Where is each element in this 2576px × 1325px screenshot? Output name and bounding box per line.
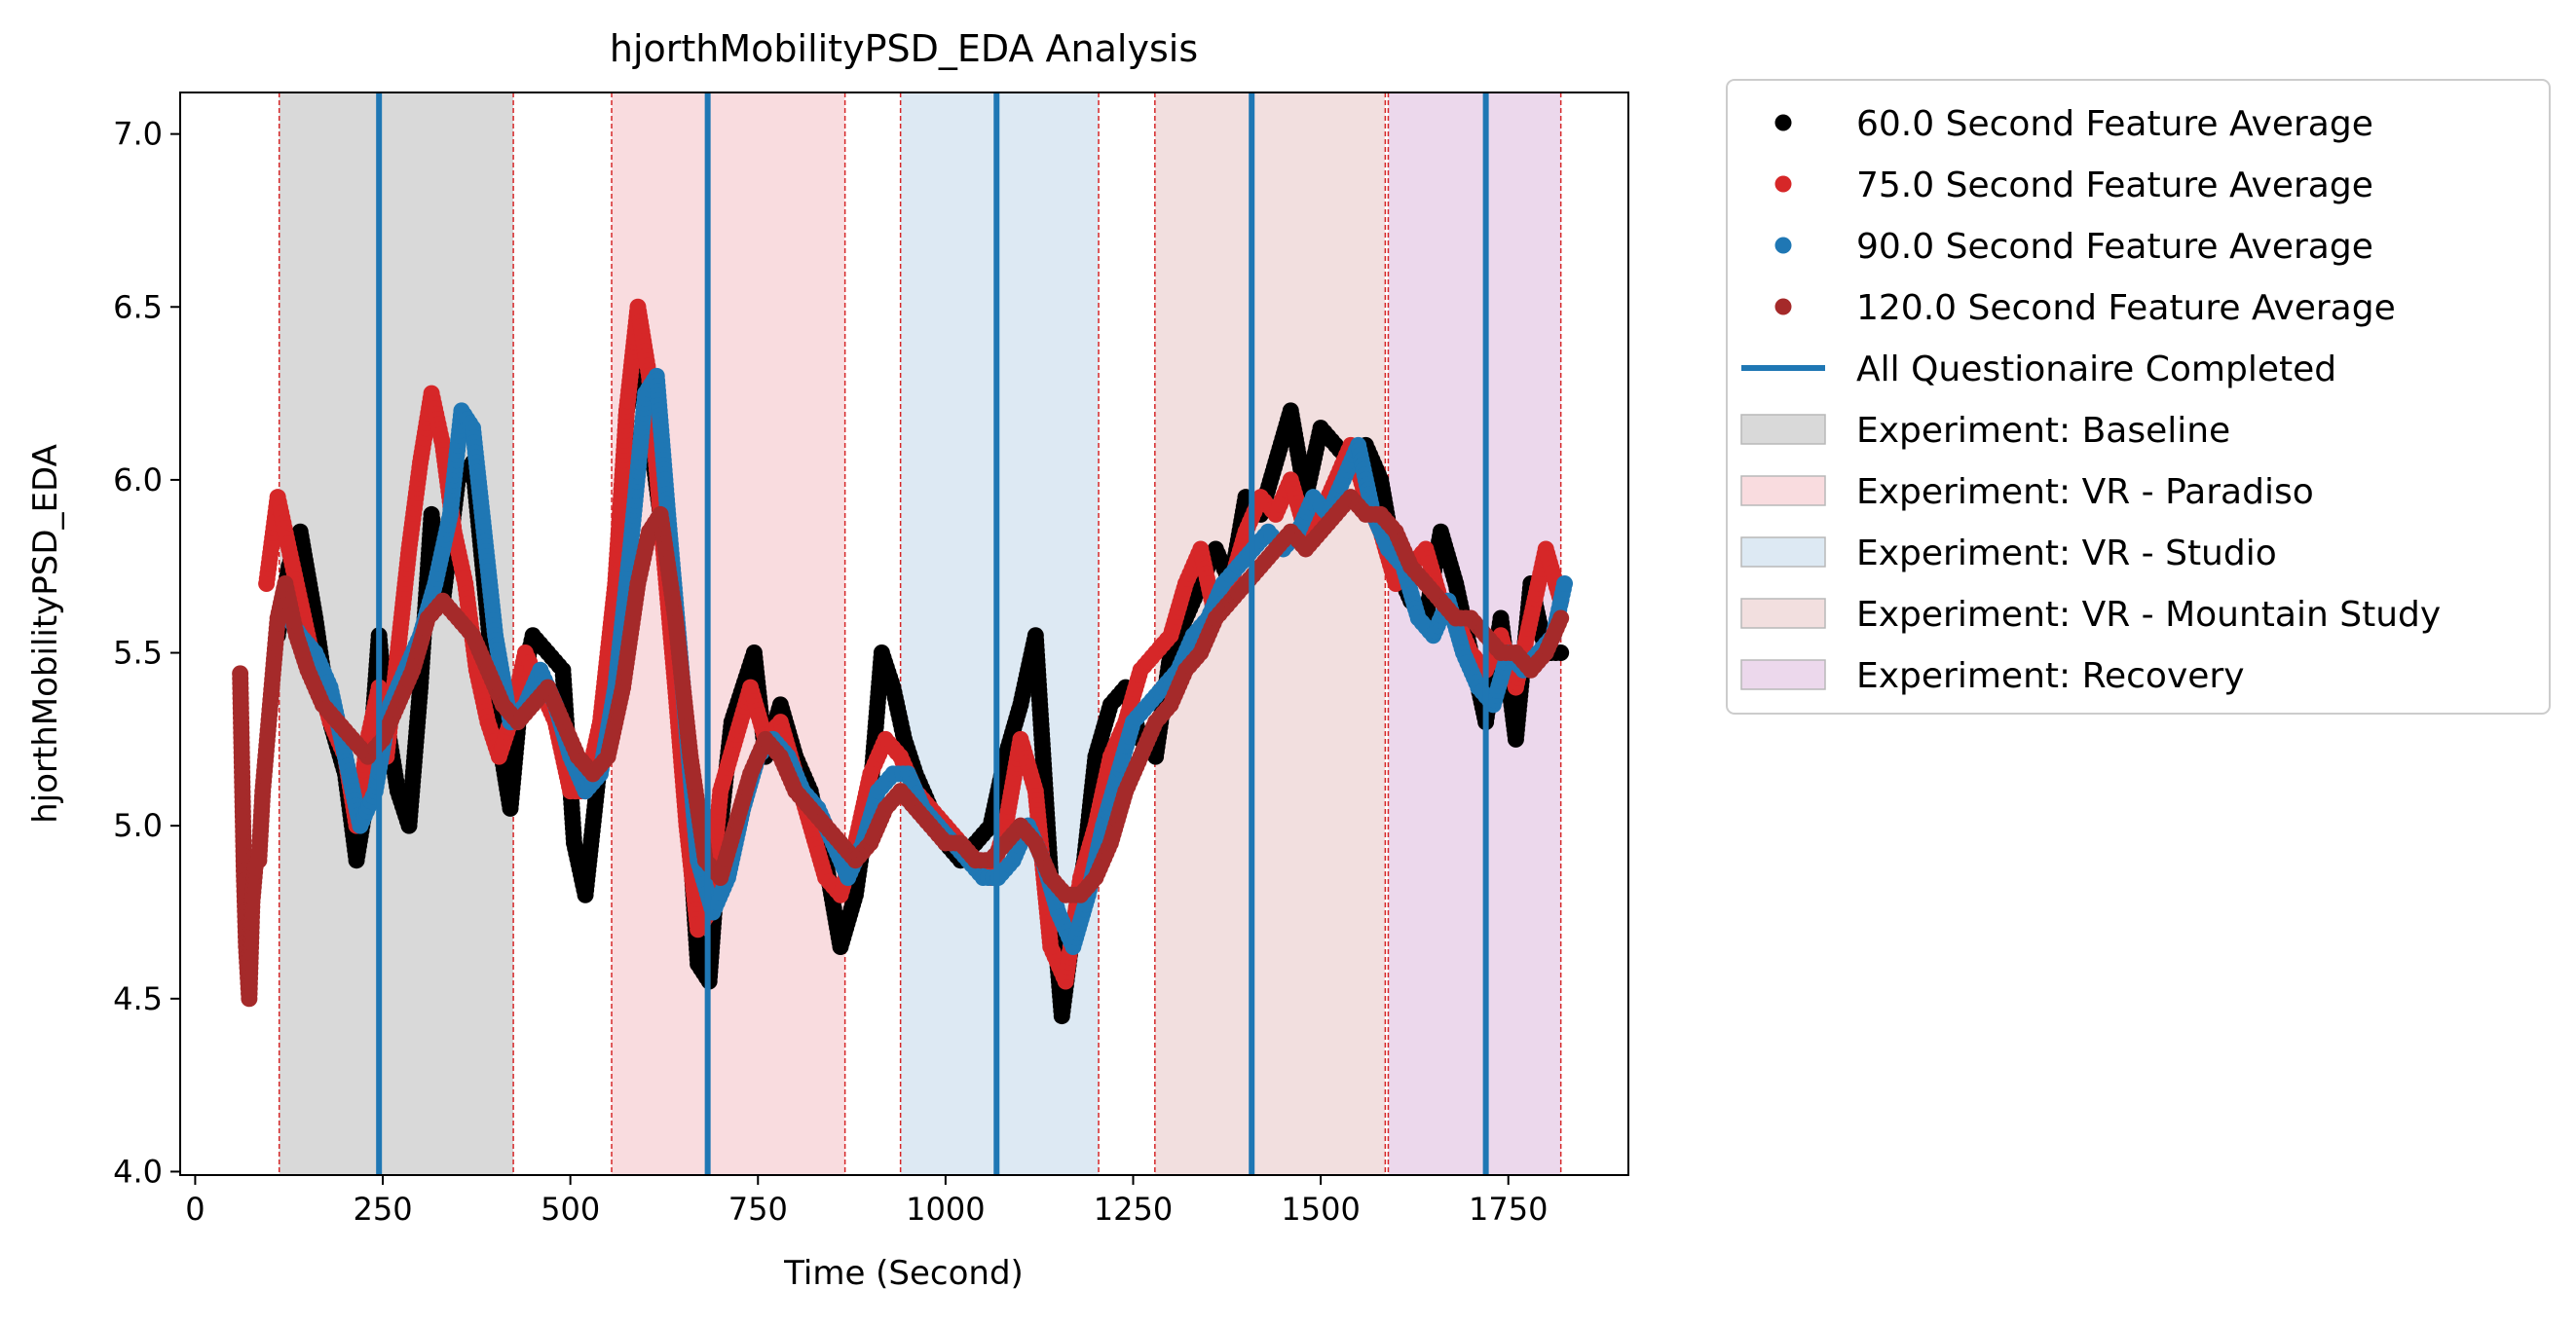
- legend-label: 60.0 Second Feature Average: [1856, 104, 2373, 144]
- legend-marker: [1774, 175, 1792, 193]
- x-tick-label: 0: [185, 1191, 205, 1228]
- legend-box: [1726, 79, 2551, 715]
- y-axis-label: hjorthMobilityPSD_EDA: [26, 444, 65, 824]
- x-tick-label: 1750: [1469, 1191, 1548, 1228]
- legend-label: Experiment: Baseline: [1856, 411, 2230, 451]
- y-tick-label: 6.5: [113, 288, 163, 325]
- legend-label: Experiment: VR - Paradiso: [1856, 472, 2314, 512]
- series-3: [232, 489, 1570, 1008]
- x-tick-label: 1000: [906, 1191, 985, 1228]
- y-tick-label: 6.0: [113, 461, 163, 498]
- legend-label: Experiment: VR - Mountain Study: [1856, 595, 2441, 635]
- series-0-point: [1552, 644, 1570, 662]
- x-tick-label: 1250: [1094, 1191, 1173, 1228]
- legend-item-4: All Questionaire Completed: [1741, 350, 2336, 389]
- x-tick-label: 750: [728, 1191, 788, 1228]
- legend-marker: [1774, 298, 1792, 315]
- x-tick-label: 1500: [1281, 1191, 1360, 1228]
- legend-item-3: 120.0 Second Feature Average: [1774, 288, 2396, 328]
- plot-frame: [179, 92, 1629, 1176]
- x-tick-label: 500: [541, 1191, 600, 1228]
- legend-label: Experiment: VR - Studio: [1856, 534, 2277, 573]
- data-series: [232, 298, 1574, 1025]
- legend-item-9: Experiment: Recovery: [1740, 656, 2245, 696]
- legend-label: 120.0 Second Feature Average: [1856, 288, 2396, 328]
- y-tick-label: 5.5: [113, 635, 163, 672]
- x-axis-label: Time (Second): [783, 1254, 1024, 1293]
- legend-patch: [1740, 475, 1826, 506]
- legend-label: All Questionaire Completed: [1856, 350, 2336, 389]
- legend-item-7: Experiment: VR - Studio: [1740, 534, 2277, 573]
- x-tick-label: 250: [353, 1191, 412, 1228]
- legend: 60.0 Second Feature Average 75.0 Second F…: [1726, 79, 2551, 715]
- legend-patch: [1740, 414, 1826, 445]
- phase-band-1: [612, 92, 845, 1175]
- legend-label: 75.0 Second Feature Average: [1856, 166, 2373, 205]
- chart-title: hjorthMobilityPSD_EDA Analysis: [610, 27, 1198, 70]
- series-3-point: [1552, 609, 1570, 627]
- legend-item-6: Experiment: VR - Paradiso: [1740, 472, 2314, 512]
- legend-item-8: Experiment: VR - Mountain Study: [1740, 595, 2441, 635]
- y-tick-label: 4.0: [113, 1153, 163, 1190]
- legend-patch: [1740, 536, 1826, 568]
- series-2-point: [1556, 574, 1574, 592]
- legend-patch: [1740, 598, 1826, 629]
- questionnaire-lines: [376, 92, 1489, 1175]
- legend-marker: [1774, 114, 1792, 131]
- legend-patch: [1740, 659, 1826, 690]
- legend-item-0: 60.0 Second Feature Average: [1774, 104, 2373, 144]
- legend-item-2: 90.0 Second Feature Average: [1774, 227, 2373, 267]
- legend-item-5: Experiment: Baseline: [1740, 411, 2230, 451]
- x-axis: 0 250 500 750 1000 1250 1500 1750: [185, 1175, 1548, 1228]
- y-tick-label: 5.0: [113, 807, 163, 844]
- legend-marker: [1774, 237, 1792, 254]
- legend-item-1: 75.0 Second Feature Average: [1774, 166, 2373, 205]
- y-tick-label: 7.0: [113, 116, 163, 153]
- y-axis: 4.0 4.5 5.0 5.5 6.0 6.5 7.0: [113, 116, 180, 1190]
- legend-label: 90.0 Second Feature Average: [1856, 227, 2373, 267]
- y-tick-label: 4.5: [113, 980, 163, 1017]
- legend-label: Experiment: Recovery: [1856, 656, 2245, 696]
